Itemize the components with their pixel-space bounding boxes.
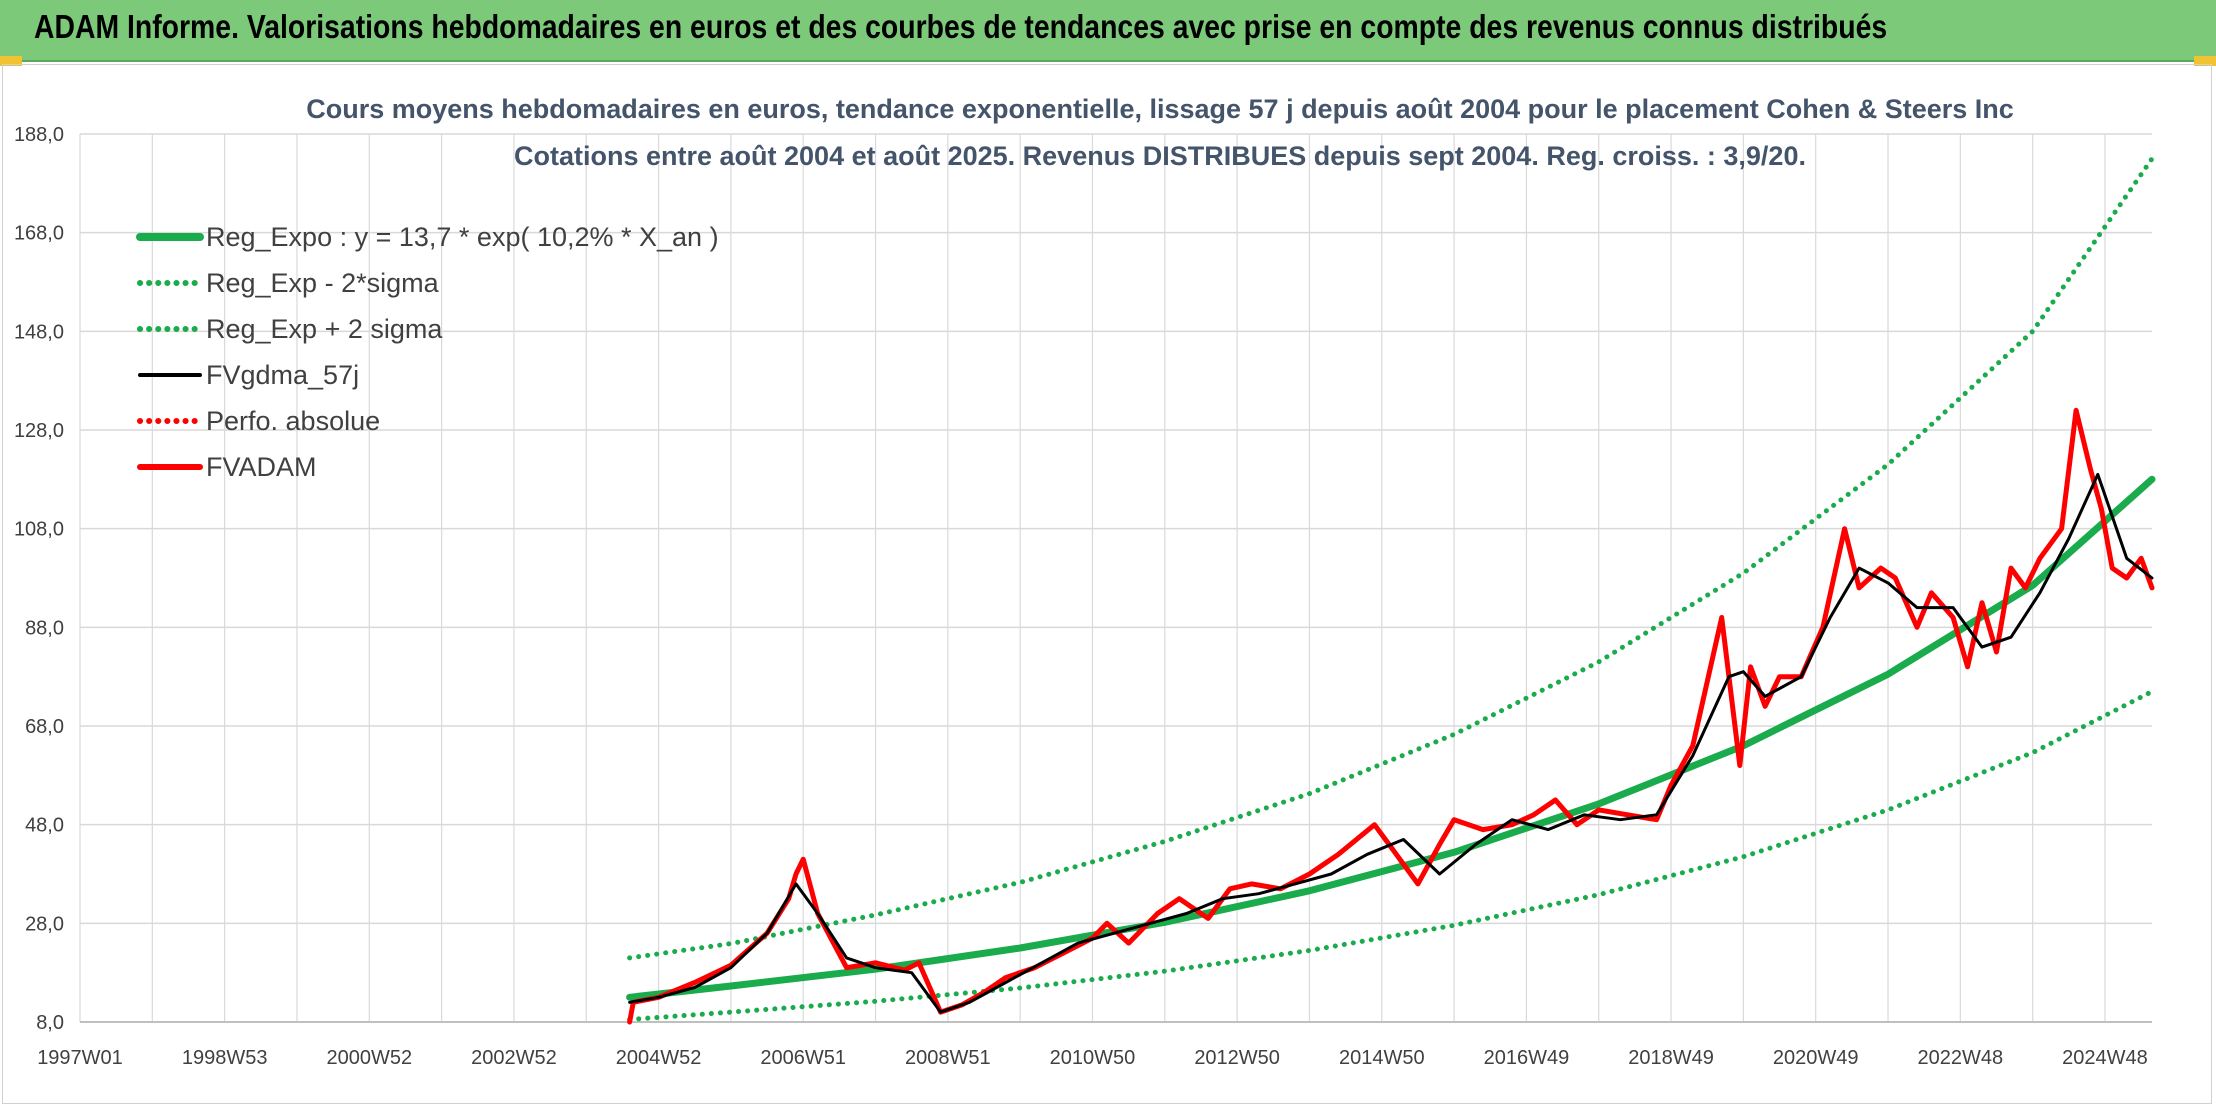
x-tick-label: 2008W51 bbox=[905, 1047, 991, 1069]
x-tick-label: 2006W51 bbox=[760, 1047, 846, 1069]
y-tick-label: 48,0 bbox=[25, 815, 64, 837]
x-tick-label: 1997W01 bbox=[37, 1047, 123, 1069]
legend-label-3: FVgdma_57j bbox=[206, 360, 359, 390]
report-banner: ADAM Informe. Valorisations hebdomadaire… bbox=[0, 0, 2216, 62]
y-tick-label: 68,0 bbox=[25, 716, 64, 738]
x-tick-label: 1998W53 bbox=[182, 1047, 268, 1069]
legend-label-2: Reg_Exp + 2 sigma bbox=[206, 314, 443, 344]
x-axis: 1997W01 1998W53 2000W52 2002W52 2004W52 2006W… bbox=[37, 1047, 2148, 1069]
banner-accent-left bbox=[0, 56, 22, 66]
x-tick-label: 2018W49 bbox=[1628, 1047, 1714, 1069]
y-tick-label: 8,0 bbox=[36, 1012, 64, 1034]
series-line-5 bbox=[627, 407, 2155, 1025]
legend-label-5: FVADAM bbox=[206, 452, 317, 482]
legend: Reg_Expo : y = 13,7 * exp( 10,2% * X_an … bbox=[136, 222, 719, 482]
series-line-3 bbox=[628, 472, 2154, 1014]
plot-area bbox=[626, 156, 2156, 1025]
y-tick-label: 148,0 bbox=[14, 321, 64, 343]
x-tick-label: 2022W48 bbox=[1918, 1047, 2004, 1069]
y-axis: 8,0 28,0 48,0 68,0 88,0 108,0 128,0 148,0 168,0 1… bbox=[14, 124, 64, 1034]
x-tick-label: 2016W49 bbox=[1484, 1047, 1570, 1069]
series-line-1 bbox=[627, 689, 2155, 1022]
chart-frame bbox=[2, 64, 2212, 1104]
x-tick-label: 2004W52 bbox=[616, 1047, 702, 1069]
banner-accent-right bbox=[2194, 56, 2216, 66]
chart-grid bbox=[79, 133, 2152, 1023]
x-tick-label: 2002W52 bbox=[471, 1047, 557, 1069]
legend-label-4: Perfo. absolue bbox=[206, 406, 380, 436]
legend-label-1: Reg_Exp - 2*sigma bbox=[206, 268, 440, 298]
x-tick-label: 2012W50 bbox=[1194, 1047, 1280, 1069]
series-line-0 bbox=[626, 475, 2156, 1001]
x-tick-label: 2010W50 bbox=[1050, 1047, 1136, 1069]
x-tick-label: 2024W48 bbox=[2062, 1047, 2148, 1069]
y-tick-label: 108,0 bbox=[14, 519, 64, 541]
legend-label-0: Reg_Expo : y = 13,7 * exp( 10,2% * X_an … bbox=[206, 222, 719, 252]
x-tick-label: 2000W52 bbox=[326, 1047, 412, 1069]
y-tick-label: 188,0 bbox=[14, 124, 64, 146]
y-tick-label: 28,0 bbox=[25, 913, 64, 935]
chart-subtitle: Cotations entre août 2004 et août 2025. … bbox=[514, 141, 1806, 171]
series-line-2 bbox=[627, 156, 2155, 961]
chart-title: Cours moyens hebdomadaires en euros, ten… bbox=[306, 94, 2014, 124]
x-tick-label: 2020W49 bbox=[1773, 1047, 1859, 1069]
y-tick-label: 88,0 bbox=[25, 617, 64, 639]
report-title: ADAM Informe. Valorisations hebdomadaire… bbox=[34, 8, 1888, 45]
y-tick-label: 128,0 bbox=[14, 420, 64, 442]
x-tick-label: 2014W50 bbox=[1339, 1047, 1425, 1069]
y-tick-label: 168,0 bbox=[14, 223, 64, 245]
